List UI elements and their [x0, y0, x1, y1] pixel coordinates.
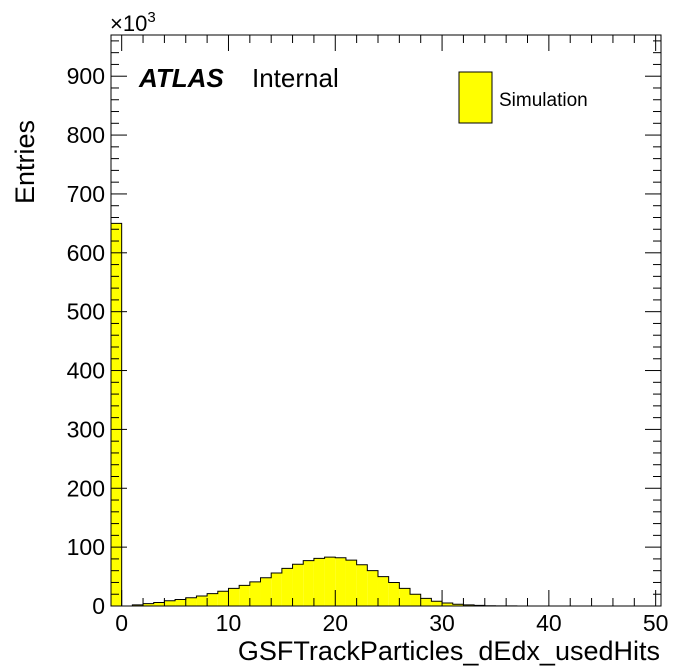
- histogram-bar: [313, 558, 325, 606]
- histogram-bar: [335, 557, 346, 606]
- histogram-bar: [153, 602, 165, 606]
- histogram-bar: [420, 598, 432, 606]
- histogram-bar: [217, 591, 229, 606]
- y-tick-label: 100: [67, 534, 105, 560]
- histogram-bar: [132, 604, 144, 606]
- histogram-bar: [399, 588, 411, 606]
- y-tick-label: 0: [92, 593, 105, 619]
- histogram-bar: [463, 604, 475, 606]
- y-tick-label: 700: [67, 181, 105, 207]
- histogram-bar: [410, 594, 421, 606]
- y-multiplier: ×103: [110, 9, 156, 36]
- y-tick-label: 600: [67, 240, 105, 266]
- histogram-bar: [281, 568, 293, 606]
- x-tick-label: 30: [429, 610, 455, 636]
- histogram-bars: [110, 222, 656, 607]
- legend: Simulation: [458, 71, 588, 124]
- x-tick-label: 10: [216, 610, 242, 636]
- x-tick-label: 50: [643, 610, 669, 636]
- histogram-bar: [164, 600, 176, 606]
- histogram-bar: [324, 557, 336, 606]
- y-axis-label: Entries: [10, 120, 40, 204]
- atlas-label: ATLAS: [138, 63, 224, 93]
- legend-entry-simulation: Simulation: [499, 90, 588, 111]
- histogram-outline: [110, 222, 656, 607]
- axis-ticks: [111, 35, 661, 607]
- legend-swatch: [458, 71, 493, 124]
- histogram-bar: [111, 223, 122, 606]
- y-tick-label: 800: [67, 122, 105, 148]
- y-tick-label: 200: [67, 475, 105, 501]
- histogram-bar: [377, 576, 389, 606]
- histogram-bar: [228, 588, 240, 606]
- x-tick-label: 0: [115, 610, 128, 636]
- histogram-bar: [249, 581, 261, 606]
- histogram-bar: [356, 564, 368, 606]
- y-tick-label: 500: [67, 299, 105, 325]
- histogram-bar: [143, 603, 154, 606]
- histogram-bar: [292, 564, 304, 606]
- y-tick-label: 400: [67, 358, 105, 384]
- histogram-bar: [185, 597, 197, 606]
- y-tick-label: 300: [67, 416, 105, 442]
- histogram-bar: [196, 595, 208, 606]
- histogram-bar: [175, 599, 186, 606]
- plot-frame: [110, 34, 662, 607]
- histogram-bar: [239, 585, 250, 606]
- histogram-bar: [207, 593, 218, 606]
- histogram-bar: [442, 603, 453, 606]
- histogram-bar: [367, 570, 378, 606]
- histogram-bar: [345, 560, 357, 606]
- histogram-bar: [388, 582, 400, 606]
- x-tick-label: 40: [536, 610, 562, 636]
- histogram-bar: [303, 560, 314, 606]
- x-axis-label: GSFTrackParticles_dEdx_usedHits: [238, 636, 660, 666]
- atlas-status-label: Internal: [252, 63, 339, 93]
- y-tick-label: 900: [67, 63, 105, 89]
- histogram-bar: [271, 573, 282, 606]
- histogram-bar: [260, 577, 272, 606]
- histogram-bar: [431, 601, 443, 606]
- x-tick-label: 20: [322, 610, 348, 636]
- histogram-bar: [452, 604, 464, 606]
